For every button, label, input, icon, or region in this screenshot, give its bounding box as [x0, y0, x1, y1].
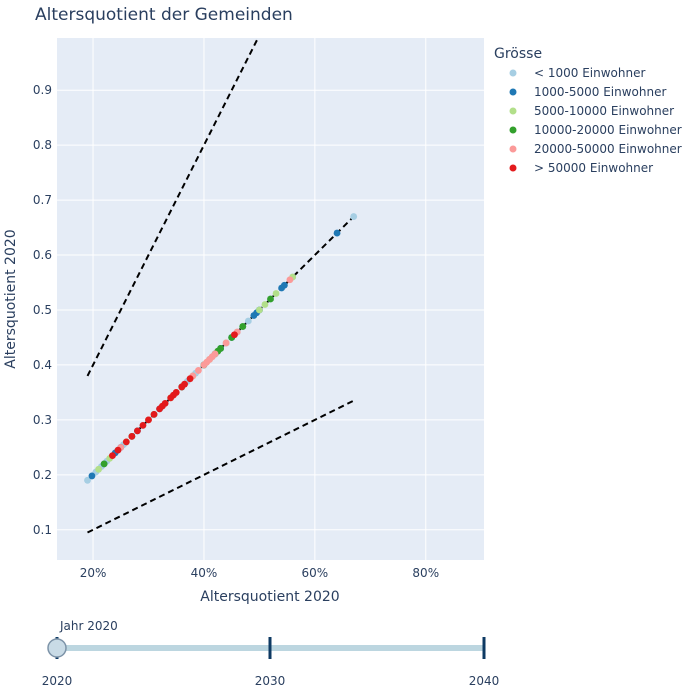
y-tick-label: 0.9	[33, 83, 52, 97]
y-tick-label: 0.1	[33, 523, 52, 537]
legend-marker	[510, 165, 517, 172]
point-series-0	[245, 318, 252, 325]
point-series-1	[89, 473, 96, 480]
point-series-1	[281, 282, 288, 289]
legend-label: 20000-50000 Einwohner	[534, 142, 682, 156]
slider-step-label: 2030	[255, 674, 286, 688]
slider-current-label: Jahr 2020	[59, 619, 118, 633]
point-series-3	[239, 323, 246, 330]
y-tick-label: 0.4	[33, 358, 52, 372]
legend-marker	[510, 127, 517, 134]
year-slider[interactable]: Jahr 2020 2020 2030 2040	[42, 619, 500, 688]
point-series-5	[151, 411, 158, 418]
slider-step-label: 2040	[469, 674, 500, 688]
point-series-5	[173, 389, 180, 396]
legend-marker	[510, 70, 517, 77]
x-tick-label: 60%	[302, 566, 329, 580]
slider-handle[interactable]	[48, 639, 66, 657]
legend-marker	[510, 108, 517, 115]
point-series-4	[223, 340, 230, 347]
point-series-5	[162, 400, 169, 407]
point-series-3	[217, 345, 224, 352]
point-series-5	[123, 438, 130, 445]
legend-label: > 50000 Einwohner	[534, 161, 653, 175]
x-tick-label: 20%	[80, 566, 107, 580]
point-series-5	[115, 447, 122, 454]
legend-marker	[510, 89, 517, 96]
legend-label: 10000-20000 Einwohner	[534, 123, 682, 137]
legend: < 1000 Einwohner 1000-5000 Einwohner 5000-…	[510, 66, 682, 175]
y-axis-ticks: 0.1 0.2 0.3 0.4 0.5 0.6 0.7 0.8 0.9	[33, 83, 52, 537]
point-series-1	[334, 230, 341, 237]
point-series-0	[350, 213, 357, 220]
legend-label: < 1000 Einwohner	[534, 66, 645, 80]
x-axis-ticks: 20% 40% 60% 80%	[80, 566, 439, 580]
y-tick-label: 0.3	[33, 413, 52, 427]
point-series-3	[101, 460, 108, 467]
y-axis-title: Altersquotient 2020	[3, 229, 19, 368]
point-series-5	[187, 375, 194, 382]
legend-title: Grösse	[494, 46, 542, 62]
point-series-5	[181, 381, 188, 388]
y-tick-label: 0.5	[33, 303, 52, 317]
y-tick-label: 0.2	[33, 468, 52, 482]
point-series-5	[140, 422, 147, 429]
y-tick-label: 0.6	[33, 248, 52, 262]
point-series-5	[134, 427, 141, 434]
point-series-4	[195, 367, 202, 374]
point-series-2	[256, 307, 263, 314]
chart-title: Altersquotient der Gemeinden	[35, 5, 293, 25]
point-series-3	[267, 296, 274, 303]
slider-step-label: 2020	[42, 674, 73, 688]
point-series-4	[212, 351, 219, 358]
point-series-2	[273, 290, 280, 297]
slider-step-tick[interactable]	[483, 637, 486, 659]
legend-marker	[510, 146, 517, 153]
point-series-2	[95, 466, 102, 473]
x-tick-label: 80%	[412, 566, 439, 580]
point-series-5	[231, 331, 238, 338]
point-series-5	[128, 433, 135, 440]
slider-step-tick[interactable]	[269, 637, 272, 659]
legend-label: 1000-5000 Einwohner	[534, 85, 666, 99]
point-series-5	[109, 452, 116, 459]
point-series-5	[145, 416, 152, 423]
point-series-4	[287, 276, 294, 283]
y-tick-label: 0.8	[33, 138, 52, 152]
legend-label: 5000-10000 Einwohner	[534, 104, 674, 118]
y-tick-label: 0.7	[33, 193, 52, 207]
slider-ticks: 2020 2030 2040	[42, 637, 500, 688]
point-series-2	[262, 301, 269, 308]
x-tick-label: 40%	[191, 566, 218, 580]
x-axis-title: Altersquotient 2020	[200, 589, 339, 605]
